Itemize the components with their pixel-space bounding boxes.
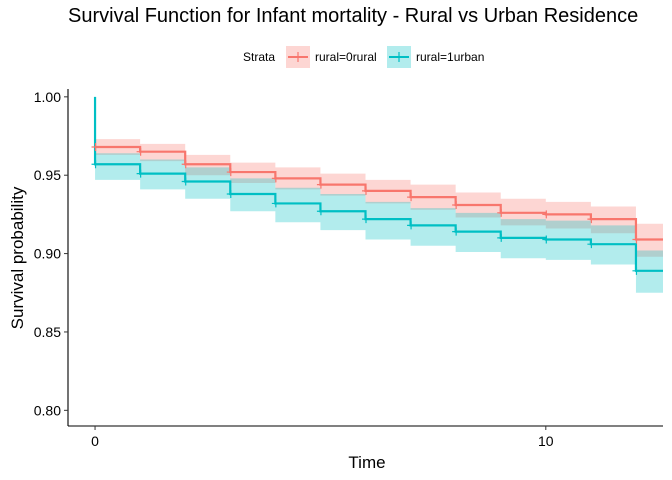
axes: 0.80 0.85 0.90 0.95 1.00 0 10 bbox=[34, 89, 663, 449]
censor-mark bbox=[587, 215, 596, 224]
y-tick-label: 0.95 bbox=[34, 167, 61, 183]
legend-title: Strata bbox=[243, 50, 275, 64]
censor-mark bbox=[91, 142, 100, 151]
censor-mark bbox=[542, 210, 551, 219]
censor-mark bbox=[271, 199, 280, 208]
censor-mark bbox=[226, 190, 235, 199]
censor-mark bbox=[91, 160, 100, 169]
y-tick-label: 0.85 bbox=[34, 324, 61, 340]
y-tick-label: 1.00 bbox=[34, 89, 61, 105]
censor-mark bbox=[181, 160, 190, 169]
censor-mark bbox=[271, 174, 280, 183]
x-tick-label: 10 bbox=[538, 433, 554, 449]
plot-area bbox=[91, 96, 663, 293]
x-axis-title: Time bbox=[348, 453, 385, 472]
censor-mark bbox=[316, 180, 325, 189]
y-tick-label: 0.90 bbox=[34, 246, 61, 262]
legend: Strata rural=0rural rural=1urban bbox=[243, 46, 484, 68]
legend-label-0: rural=0rural bbox=[315, 50, 377, 64]
censor-mark bbox=[362, 186, 370, 195]
censor-mark bbox=[226, 168, 235, 177]
censor-mark bbox=[587, 240, 596, 249]
confidence-band-0 bbox=[95, 139, 663, 257]
censor-mark bbox=[632, 266, 641, 275]
chart-title: Survival Function for Infant mortality -… bbox=[68, 5, 638, 27]
censor-mark bbox=[497, 208, 506, 217]
confidence-band-1 bbox=[95, 153, 663, 293]
censor-mark bbox=[181, 177, 190, 186]
x-tick-label: 0 bbox=[91, 433, 99, 449]
y-axis-title: Survival probability bbox=[8, 186, 27, 329]
censor-mark bbox=[452, 200, 461, 209]
censor-mark bbox=[497, 233, 506, 242]
censor-mark bbox=[542, 235, 551, 244]
censor-mark bbox=[407, 221, 416, 230]
censor-mark bbox=[632, 235, 641, 244]
y-tick-label: 0.80 bbox=[34, 402, 61, 418]
censor-mark bbox=[362, 215, 370, 224]
censor-mark bbox=[407, 193, 416, 202]
censor-mark bbox=[136, 169, 145, 178]
censor-mark bbox=[452, 227, 461, 236]
legend-label-1: rural=1urban bbox=[416, 50, 484, 64]
survival-line-0 bbox=[95, 145, 663, 241]
censor-mark bbox=[316, 207, 325, 216]
censor-mark bbox=[136, 147, 145, 156]
